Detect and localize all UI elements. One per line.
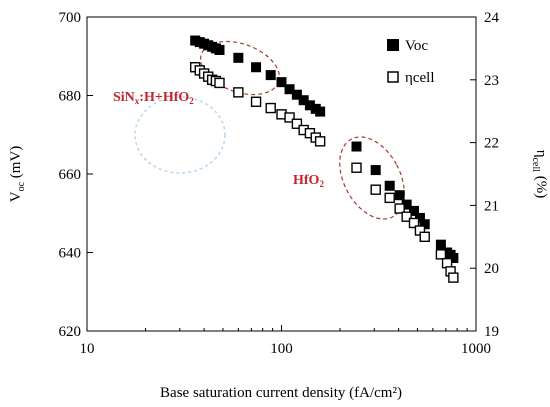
- annotation-hfo2-sub: 2: [319, 179, 324, 189]
- x-tick-label: 1000: [461, 341, 491, 357]
- voc-point: [448, 252, 459, 263]
- legend-marker-eta: [387, 71, 399, 83]
- x-axis-label: Base saturation current density (fA/cm²): [160, 385, 402, 401]
- voc-point: [298, 95, 309, 106]
- voc-point: [370, 165, 381, 176]
- y-left-tick-label: 700: [59, 10, 82, 26]
- annotation-ellipse-hfo2: [339, 136, 405, 220]
- y-right-tick-label: 21: [484, 198, 499, 214]
- y-left-tick-label: 640: [59, 246, 82, 262]
- y-left-axis-ticks: 620 640 660 680 700: [59, 10, 93, 340]
- annotation-sinx-rest: :H+HfO: [139, 90, 189, 105]
- voc-point: [233, 52, 244, 63]
- eta-point: [265, 102, 276, 114]
- y-right-label-main: η: [533, 150, 549, 158]
- voc-point: [284, 84, 295, 95]
- y-left-label-main: V: [8, 191, 24, 202]
- y-left-axis-label: Voc (mV): [8, 146, 27, 203]
- y-left-label-sub: oc: [16, 181, 27, 191]
- y-right-axis-ticks: 19 20 21 22 23 24: [470, 10, 500, 340]
- voc-point: [414, 212, 425, 223]
- y-right-tick-label: 23: [484, 73, 499, 89]
- y-right-tick-label: 20: [484, 261, 499, 277]
- eta-point: [370, 184, 381, 195]
- voc-point: [214, 44, 225, 55]
- eta-point: [435, 249, 447, 260]
- eta-point: [394, 203, 405, 214]
- eta-point: [419, 231, 430, 243]
- annotation-ellipse-faint: [134, 96, 226, 174]
- y-left-tick-label: 620: [59, 324, 82, 340]
- y-right-label-sub: cell: [530, 158, 541, 173]
- voc-point: [265, 70, 276, 81]
- eta-point: [351, 162, 362, 173]
- eta-point: [214, 77, 225, 89]
- y-right-tick-label: 24: [484, 10, 500, 26]
- eta-point: [401, 211, 412, 222]
- voc-point: [394, 190, 405, 201]
- y-right-tick-label: 19: [484, 324, 499, 340]
- legend-label-voc: Voc: [405, 38, 428, 54]
- eta-point: [314, 136, 326, 147]
- y-right-axis-label: ηcell (%): [530, 150, 549, 199]
- voc-point: [351, 141, 362, 152]
- voc-point: [419, 219, 430, 230]
- legend: Voc ηcell: [387, 38, 435, 86]
- x-tick-label: 100: [270, 341, 293, 357]
- voc-point: [315, 106, 326, 117]
- plot-border: [86, 16, 477, 332]
- annotation-hfo2: HfO2: [293, 173, 324, 189]
- voc-point: [251, 62, 262, 73]
- annotation-sinx-sub2: 2: [189, 96, 194, 106]
- eta-point: [250, 96, 262, 107]
- x-tick-label: 10: [80, 341, 95, 357]
- voc-point: [401, 199, 412, 210]
- eta-point: [291, 118, 303, 129]
- plot-area: [86, 16, 477, 332]
- series-voc: [190, 35, 459, 263]
- y-left-tick-label: 660: [59, 167, 82, 183]
- eta-point: [233, 87, 244, 98]
- y-right-tick-label: 22: [484, 136, 499, 152]
- legend-label-eta: ηcell: [405, 70, 435, 86]
- eta-point: [384, 192, 395, 204]
- annotation-sinx-sub: x: [135, 96, 140, 106]
- eta-point: [408, 217, 420, 229]
- voc-point: [435, 239, 446, 250]
- voc-point: [409, 205, 420, 216]
- series-eta: [190, 62, 459, 283]
- y-left-label-unit: (mV): [8, 146, 24, 182]
- y-left-tick-label: 680: [59, 89, 82, 105]
- x-axis-ticks: 10 100 1000: [80, 325, 491, 357]
- eta-point: [448, 272, 459, 283]
- annotation-hfo2-main: HfO: [293, 173, 320, 188]
- y-right-label-unit: (%): [533, 172, 549, 198]
- voc-point: [291, 89, 302, 100]
- voc-point: [304, 100, 315, 111]
- eta-point: [284, 112, 295, 123]
- voc-point: [384, 180, 395, 191]
- annotation-sinx-hfo2: SiNx:H+HfO2: [113, 90, 194, 106]
- voc-point: [276, 77, 287, 88]
- annotation-sinx-main: SiN: [113, 90, 135, 105]
- legend-marker-voc: [387, 39, 399, 51]
